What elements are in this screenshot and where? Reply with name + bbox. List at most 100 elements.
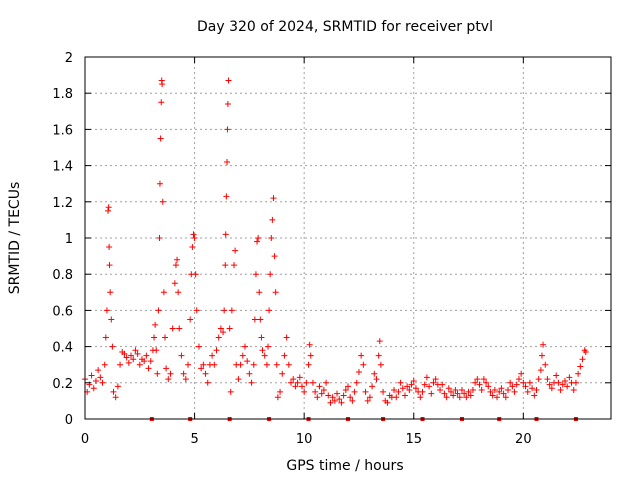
data-point bbox=[156, 235, 163, 241]
data-point bbox=[273, 361, 280, 368]
data-point bbox=[99, 379, 106, 386]
data-point bbox=[318, 390, 325, 397]
data-point bbox=[467, 392, 474, 399]
data-point bbox=[570, 387, 577, 394]
data-point bbox=[296, 374, 303, 381]
y-tick-label: 2 bbox=[65, 51, 73, 66]
data-point bbox=[224, 126, 231, 133]
data-point bbox=[515, 376, 522, 383]
data-point bbox=[239, 352, 246, 359]
data-point bbox=[190, 231, 197, 238]
data-point bbox=[362, 388, 369, 395]
data-point bbox=[419, 388, 426, 395]
data-point bbox=[331, 397, 338, 404]
data-point bbox=[430, 379, 437, 386]
data-point bbox=[157, 135, 164, 142]
y-tick-label: 1.2 bbox=[52, 196, 73, 211]
data-point bbox=[485, 383, 492, 390]
data-point bbox=[312, 388, 319, 395]
data-point bbox=[458, 387, 465, 394]
data-point bbox=[285, 361, 292, 368]
axis-ticks: 00.20.40.60.811.21.41.61.820 5 10 15 20 bbox=[52, 51, 611, 447]
data-point bbox=[153, 347, 160, 354]
data-point bbox=[309, 379, 316, 386]
data-point bbox=[504, 387, 511, 394]
data-point bbox=[342, 387, 349, 394]
data-point bbox=[105, 204, 112, 211]
data-point bbox=[225, 77, 232, 84]
data-point bbox=[265, 343, 272, 350]
data-point bbox=[241, 343, 248, 350]
data-point bbox=[538, 352, 545, 359]
data-point bbox=[305, 361, 312, 368]
data-point bbox=[134, 350, 141, 357]
data-point bbox=[145, 365, 152, 372]
data-point bbox=[360, 361, 367, 368]
data-point bbox=[298, 383, 305, 390]
data-point bbox=[474, 376, 481, 383]
data-point bbox=[125, 359, 132, 366]
data-point bbox=[439, 381, 446, 388]
data-point bbox=[544, 376, 551, 383]
data-point bbox=[165, 376, 172, 383]
data-point bbox=[279, 370, 286, 377]
y-tick-label: 0 bbox=[65, 413, 73, 428]
data-point bbox=[106, 244, 113, 251]
data-point bbox=[496, 388, 503, 395]
data-point bbox=[542, 361, 549, 368]
data-point bbox=[224, 101, 231, 108]
data-point bbox=[226, 325, 233, 332]
data-point bbox=[217, 325, 224, 332]
data-point bbox=[540, 341, 547, 348]
data-point bbox=[107, 289, 114, 296]
data-point bbox=[95, 367, 102, 374]
data-point bbox=[384, 399, 391, 406]
data-point bbox=[251, 316, 258, 323]
data-point bbox=[401, 392, 408, 399]
data-point bbox=[248, 379, 255, 386]
data-point bbox=[480, 376, 487, 383]
data-point bbox=[223, 193, 230, 200]
data-point bbox=[271, 253, 278, 260]
x-tick-label: 0 bbox=[81, 432, 89, 447]
data-point bbox=[572, 379, 579, 386]
data-point bbox=[410, 377, 417, 384]
data-point bbox=[88, 372, 95, 379]
data-point bbox=[511, 388, 518, 395]
data-point bbox=[377, 361, 384, 368]
plot-frame bbox=[84, 56, 612, 420]
data-point bbox=[391, 387, 398, 394]
data-point bbox=[266, 307, 273, 314]
data-point bbox=[522, 383, 529, 390]
data-point bbox=[175, 289, 182, 296]
data-point bbox=[323, 379, 330, 386]
data-point bbox=[101, 361, 108, 368]
data-point bbox=[507, 379, 514, 386]
data-point bbox=[246, 370, 253, 377]
data-point bbox=[267, 271, 274, 278]
data-point bbox=[281, 352, 288, 359]
data-point bbox=[159, 198, 166, 205]
x-tick-label: 10 bbox=[296, 432, 313, 447]
data-point bbox=[320, 387, 327, 394]
y-axis-label: SRMTID / TECUs bbox=[7, 182, 23, 295]
data-point bbox=[535, 376, 542, 383]
data-point bbox=[489, 392, 496, 399]
data-point bbox=[559, 381, 566, 388]
y-tick-label: 1.8 bbox=[52, 87, 73, 102]
y-tick-label: 0.8 bbox=[52, 268, 73, 283]
data-point bbox=[452, 387, 459, 394]
data-point bbox=[526, 379, 533, 386]
data-point bbox=[529, 385, 536, 392]
data-point bbox=[456, 394, 463, 401]
data-point bbox=[518, 370, 525, 377]
data-point bbox=[250, 361, 257, 368]
y-tick-label: 0.2 bbox=[52, 377, 73, 392]
data-point bbox=[555, 379, 562, 386]
data-point bbox=[90, 385, 97, 392]
data-point bbox=[472, 379, 479, 386]
data-point bbox=[432, 376, 439, 383]
x-tick-label: 15 bbox=[405, 432, 422, 447]
data-point bbox=[163, 365, 170, 372]
